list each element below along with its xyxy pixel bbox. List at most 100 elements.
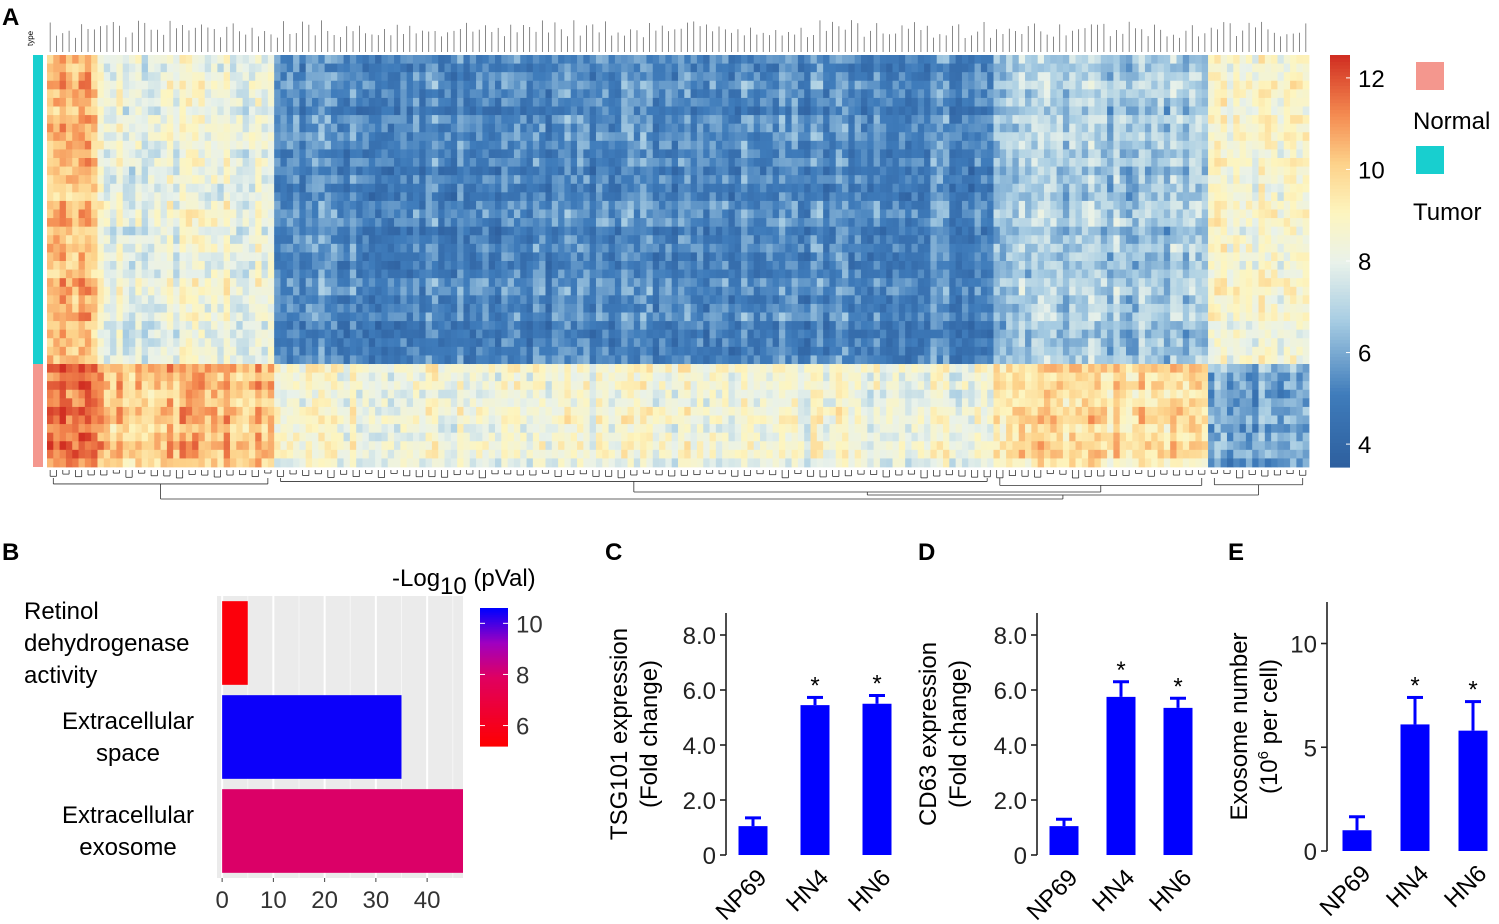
heatmap-cell bbox=[608, 312, 616, 322]
heatmap-cell bbox=[229, 226, 237, 236]
heatmap-cell bbox=[274, 286, 281, 296]
heatmap-cell bbox=[318, 226, 326, 236]
heatmap-cell bbox=[627, 149, 635, 159]
heatmap-cell bbox=[299, 63, 307, 73]
heatmap-cell bbox=[362, 398, 370, 408]
heatmap-cell bbox=[406, 140, 414, 150]
heatmap-cell bbox=[627, 329, 635, 339]
heatmap-cell bbox=[242, 149, 250, 159]
heatmap-cell bbox=[652, 458, 660, 468]
heatmap-cell bbox=[198, 97, 206, 107]
heatmap-cell bbox=[236, 398, 244, 408]
heatmap-cell bbox=[501, 432, 509, 442]
heatmap-cell bbox=[248, 458, 256, 468]
heatmap-cell bbox=[299, 449, 307, 459]
heatmap-cell bbox=[375, 72, 382, 82]
heatmap-cell bbox=[242, 406, 250, 416]
heatmap-cell bbox=[652, 115, 660, 125]
heatmap-cell bbox=[507, 218, 515, 228]
heatmap-cell bbox=[463, 295, 471, 305]
heatmap-cell bbox=[330, 235, 338, 245]
heatmap-cell bbox=[166, 80, 174, 90]
heatmap-cell bbox=[627, 192, 635, 202]
heatmap-cell bbox=[116, 226, 124, 236]
heatmap-cell bbox=[558, 372, 565, 382]
heatmap-cell bbox=[324, 329, 332, 339]
heatmap-cell bbox=[147, 252, 155, 262]
heatmap-cell bbox=[444, 432, 452, 442]
heatmap-cell bbox=[457, 381, 464, 391]
heatmap-cell bbox=[53, 175, 61, 185]
heatmap-cell bbox=[280, 389, 288, 399]
heatmap-cell bbox=[154, 381, 161, 391]
heatmap-cell bbox=[84, 166, 92, 176]
heatmap-cell bbox=[356, 166, 363, 176]
heatmap-cell bbox=[551, 89, 559, 99]
heatmap-cell bbox=[110, 106, 117, 116]
heatmap-cell bbox=[211, 97, 218, 107]
heatmap-cell bbox=[513, 243, 521, 253]
heatmap-cell bbox=[450, 218, 458, 228]
heatmap-cell bbox=[141, 235, 149, 245]
heatmap-cell bbox=[110, 458, 117, 468]
heatmap-cell bbox=[665, 406, 673, 416]
heatmap-cell bbox=[507, 261, 515, 270]
heatmap-cell bbox=[608, 321, 616, 331]
heatmap-cell bbox=[299, 295, 307, 305]
heatmap-cell bbox=[526, 89, 534, 99]
heatmap-cell bbox=[166, 441, 174, 451]
heatmap-cell bbox=[337, 449, 344, 459]
heatmap-cell bbox=[59, 415, 67, 425]
heatmap-cell bbox=[72, 132, 79, 142]
heatmap-cell bbox=[595, 106, 603, 116]
heatmap-cell bbox=[400, 140, 408, 150]
heatmap-cell bbox=[166, 389, 174, 399]
heatmap-cell bbox=[646, 97, 654, 107]
heatmap-cell bbox=[299, 458, 307, 468]
heatmap-cell bbox=[362, 449, 370, 459]
heatmap-cell bbox=[173, 372, 180, 382]
heatmap-cell bbox=[274, 329, 281, 339]
heatmap-cell bbox=[646, 235, 654, 245]
heatmap-cell bbox=[614, 63, 622, 73]
heatmap-cell bbox=[211, 55, 218, 64]
heatmap-cell bbox=[570, 458, 578, 468]
heatmap-cell bbox=[91, 295, 98, 305]
heatmap-cell bbox=[356, 218, 363, 228]
heatmap-cell bbox=[482, 140, 490, 150]
panel-label-e: E bbox=[1228, 539, 1244, 566]
heatmap-cell bbox=[223, 97, 231, 107]
heatmap-cell bbox=[192, 209, 199, 219]
heatmap-cell bbox=[236, 261, 244, 270]
heatmap-cell bbox=[78, 261, 86, 270]
heatmap-cell bbox=[419, 303, 426, 313]
heatmap-cell bbox=[242, 389, 250, 399]
heatmap-cell bbox=[305, 235, 313, 245]
heatmap-cell bbox=[507, 432, 515, 442]
heatmap-cell bbox=[387, 338, 395, 348]
heatmap-cell bbox=[375, 209, 382, 219]
heatmap-cell bbox=[305, 218, 313, 228]
heatmap-cell bbox=[501, 55, 509, 64]
heatmap-cell bbox=[633, 89, 641, 99]
heatmap-cell bbox=[97, 355, 105, 365]
heatmap-cell bbox=[526, 364, 534, 373]
heatmap-cell bbox=[236, 200, 244, 210]
heatmap-cell bbox=[356, 72, 363, 82]
heatmap-cell bbox=[640, 63, 647, 73]
heatmap-cell bbox=[577, 106, 584, 116]
heatmap-cell bbox=[122, 415, 130, 425]
heatmap-cell bbox=[160, 132, 168, 142]
heatmap-cell bbox=[274, 432, 281, 442]
heatmap-cell bbox=[179, 458, 187, 468]
heatmap-cell bbox=[204, 398, 212, 408]
heatmap-cell bbox=[501, 321, 509, 331]
heatmap-cell bbox=[192, 398, 199, 408]
heatmap-cell bbox=[375, 175, 382, 185]
heatmap-cell bbox=[450, 424, 458, 434]
heatmap-cell bbox=[463, 449, 471, 459]
heatmap-cell bbox=[261, 458, 269, 468]
heatmap-cell bbox=[375, 218, 382, 228]
heatmap-cell bbox=[223, 63, 231, 73]
heatmap-cell bbox=[147, 183, 155, 193]
